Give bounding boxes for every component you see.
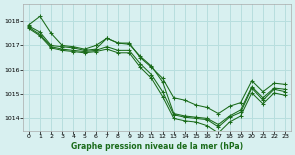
X-axis label: Graphe pression niveau de la mer (hPa): Graphe pression niveau de la mer (hPa) <box>71 142 243 151</box>
